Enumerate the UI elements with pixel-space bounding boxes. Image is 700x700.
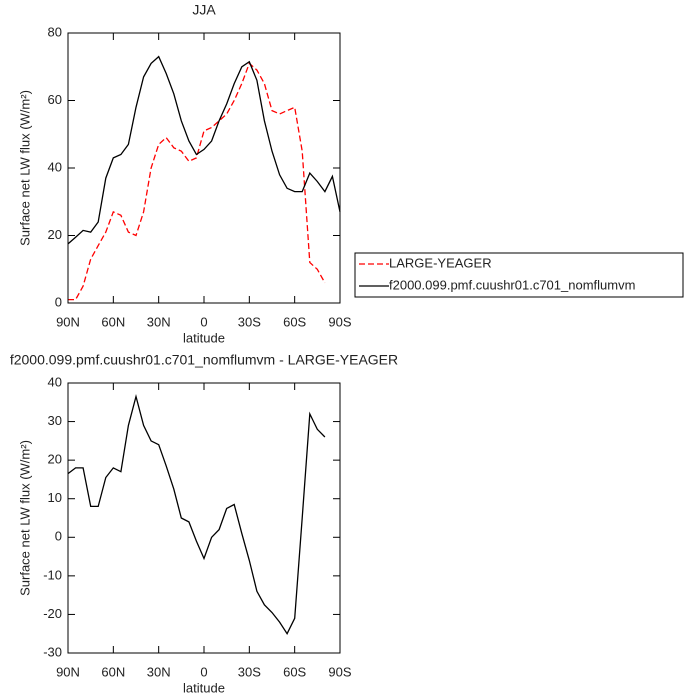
chart-title: f2000.099.pmf.cuushr01.c701_nomflumvm - … (10, 352, 398, 368)
y-axis-label: Surface net LW flux (W/m²) (17, 90, 32, 246)
y-tick-label: 80 (48, 24, 62, 39)
x-tick-label: 0 (200, 314, 207, 329)
x-tick-label: 60S (283, 314, 306, 329)
x-tick-label: 30S (238, 314, 261, 329)
legend-label: LARGE-YEAGER (389, 255, 492, 270)
legend-box (354, 252, 684, 298)
x-tick-label: 30N (147, 664, 171, 679)
x-tick-label: 90S (328, 314, 351, 329)
y-tick-label: 0 (55, 294, 62, 309)
legend-label: f2000.099.pmf.cuushr01.c701_nomflumvm (389, 277, 635, 292)
data-line (67, 55, 341, 245)
plot-frame (67, 382, 341, 654)
x-axis-label: latitude (183, 330, 225, 345)
x-tick-label: 90N (56, 664, 80, 679)
data-line (67, 393, 326, 636)
y-tick-label: 20 (48, 227, 62, 242)
plot-frame (67, 32, 341, 304)
y-axis-label: Surface net LW flux (W/m²) (17, 440, 32, 596)
x-tick-label: 30N (147, 314, 171, 329)
x-tick-label: 60N (101, 314, 125, 329)
y-tick-label: 30 (48, 413, 62, 428)
y-tick-label: 0 (55, 529, 62, 544)
y-tick-label: 10 (48, 490, 62, 505)
x-tick-label: 60S (283, 664, 306, 679)
chart-title: JJA (192, 2, 216, 18)
x-tick-label: 30S (238, 664, 261, 679)
x-tick-label: 60N (101, 664, 125, 679)
y-tick-label: 40 (48, 374, 62, 389)
data-line (68, 62, 326, 301)
y-tick-label: 40 (48, 159, 62, 174)
x-axis-label: latitude (183, 680, 225, 695)
x-tick-label: 90N (56, 314, 80, 329)
x-tick-label: 90S (328, 664, 351, 679)
x-tick-label: 0 (200, 664, 207, 679)
y-tick-label: -20 (43, 606, 62, 621)
y-tick-label: 20 (48, 452, 62, 467)
y-tick-label: -10 (43, 567, 62, 582)
y-tick-label: 60 (48, 92, 62, 107)
y-tick-label: -30 (43, 644, 62, 659)
